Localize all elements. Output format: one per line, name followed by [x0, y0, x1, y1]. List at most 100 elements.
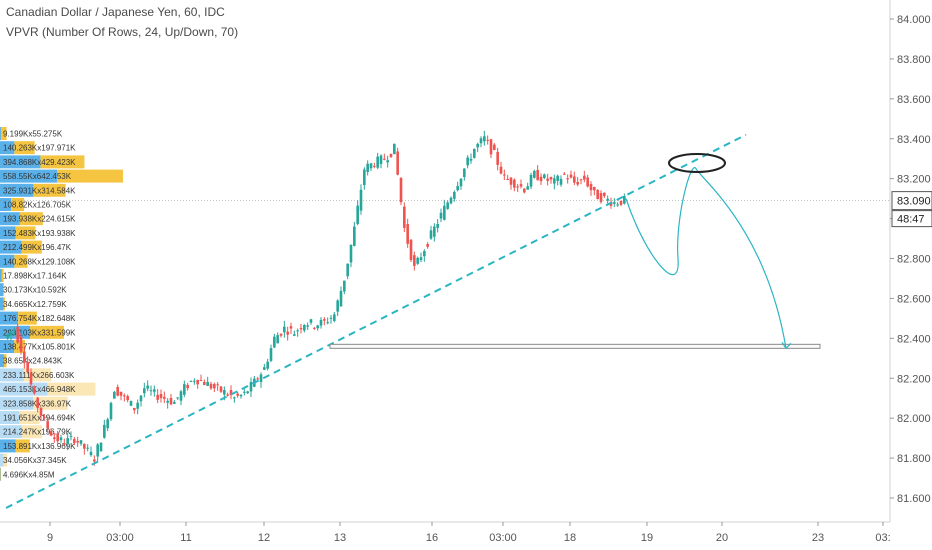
- candle-down: [566, 178, 569, 180]
- candle-up: [303, 324, 306, 331]
- candle-down: [126, 396, 129, 401]
- time-tick-label: 03:: [875, 532, 890, 544]
- candle-down: [93, 459, 96, 462]
- candle-down: [506, 178, 509, 180]
- vp-bar-down: [15, 439, 30, 453]
- vp-bar-down: [14, 340, 26, 353]
- candle-up: [173, 401, 176, 404]
- vp-bar-up: [0, 439, 16, 453]
- candle-down: [36, 397, 39, 408]
- candle-down: [496, 151, 499, 165]
- vp-bar-up: [0, 155, 41, 169]
- candle-down: [396, 151, 399, 175]
- candle-down: [589, 184, 593, 191]
- vp-bar-up: [0, 254, 15, 268]
- price-tick-label: 82.400: [897, 333, 931, 345]
- candle-up: [416, 257, 419, 264]
- candle-up: [556, 175, 559, 181]
- candle-up: [436, 223, 439, 228]
- candle-up: [96, 444, 99, 457]
- vp-bar-down: [19, 212, 43, 226]
- candle-down: [236, 393, 239, 396]
- candle-up: [86, 447, 89, 449]
- vp-bar-up: [0, 453, 4, 467]
- vp-bar-down: [57, 169, 123, 183]
- vp-row-label: 233.111Kx266.603K: [3, 371, 75, 380]
- candle-up: [423, 251, 426, 257]
- vp-bar-down: [21, 425, 43, 439]
- candle-up: [343, 280, 346, 292]
- price-tick-label: 83.200: [897, 174, 931, 186]
- vp-row-label: 38.65Kx24.843K: [3, 357, 63, 366]
- candle-down: [409, 239, 413, 261]
- candle-down: [56, 433, 59, 442]
- time-tick-label: 03:00: [106, 532, 134, 544]
- candle-up: [319, 319, 323, 326]
- candle-up: [189, 380, 193, 382]
- candle-down: [229, 390, 233, 396]
- candle-down: [213, 383, 216, 389]
- vp-bar-down: [14, 141, 35, 155]
- candle-down: [373, 165, 376, 167]
- candle-up: [606, 198, 609, 201]
- last-price-label: 83.090: [897, 196, 931, 208]
- candle-down: [579, 179, 583, 181]
- candle-down: [33, 388, 36, 394]
- vp-bar-down: [47, 382, 96, 396]
- vp-bar-up: [0, 382, 48, 396]
- vp-bar-up: [0, 183, 34, 197]
- vp-bar-down: [3, 297, 5, 311]
- vp-bar-down: [33, 183, 66, 197]
- candle-up: [379, 155, 383, 164]
- candle-down: [159, 394, 163, 398]
- vp-bar-up: [0, 141, 15, 155]
- candle-down: [53, 437, 56, 440]
- candle-down: [76, 440, 79, 443]
- candle-up: [359, 189, 363, 211]
- vp-bar-down: [14, 254, 28, 268]
- vp-row-label: 394.868Kx429.423K: [3, 158, 76, 167]
- vp-bar-down: [15, 226, 36, 240]
- candle-down: [196, 379, 199, 385]
- candle-up: [316, 325, 319, 329]
- candle-down: [299, 328, 303, 330]
- price-tick-label: 84.000: [897, 14, 931, 26]
- candle-down: [609, 202, 613, 206]
- candle-down: [583, 175, 586, 180]
- candle-up: [623, 196, 626, 204]
- vp-bar-down: [0, 127, 7, 140]
- price-tick-label: 82.000: [897, 413, 931, 425]
- candle-up: [393, 143, 396, 155]
- vp-bar-up: [0, 169, 58, 183]
- candle-down: [209, 383, 213, 389]
- candle-up: [366, 163, 369, 172]
- vp-row-label: 153.891Kx136.969K: [3, 442, 76, 451]
- candle-up: [386, 160, 389, 163]
- candle-up: [266, 361, 269, 369]
- candle-down: [576, 181, 579, 185]
- candle-down: [599, 193, 603, 203]
- candle-up: [263, 367, 266, 370]
- candle-down: [16, 326, 19, 343]
- candle-down: [26, 362, 29, 373]
- candle-up: [146, 385, 149, 389]
- candle-up: [113, 391, 116, 399]
- candle-up: [306, 325, 309, 327]
- candle-up: [179, 391, 183, 401]
- vp-bar-up: [0, 425, 22, 439]
- candle-down: [519, 184, 523, 187]
- candle-down: [489, 139, 493, 155]
- candle-up: [543, 174, 546, 179]
- vp-row-label: 152.483Kx193.938K: [3, 229, 76, 238]
- candle-up: [239, 394, 243, 397]
- vp-bar-up: [0, 340, 15, 353]
- trendline: [5, 133, 747, 509]
- indicator-label: VPVR (Number Of Rows, 24, Up/Down, 70): [6, 25, 239, 39]
- vp-row-label: 325.931Kx314.584K: [3, 186, 76, 195]
- candle-up: [129, 401, 133, 406]
- candle-down: [569, 174, 573, 178]
- time-tick-label: 9: [47, 532, 53, 544]
- candle-down: [619, 200, 623, 205]
